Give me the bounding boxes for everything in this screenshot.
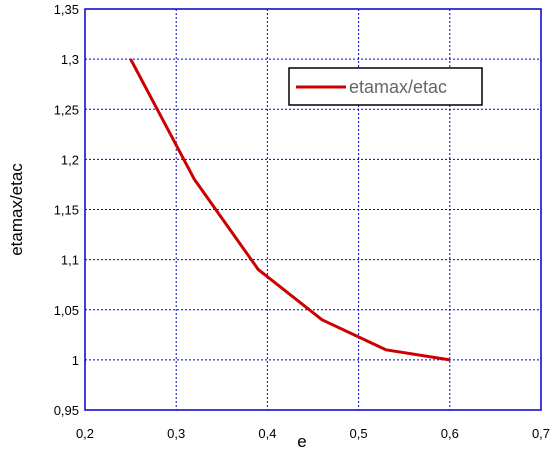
- y-axis-ticks: 0,95 1 1,05 1,1 1,15 1,2 1,25 1,3 1,35: [54, 2, 79, 418]
- x-tick-label: 0,3: [167, 426, 185, 441]
- y-tick-label: 1,2: [61, 152, 79, 167]
- y-tick-label: 1,3: [61, 52, 79, 67]
- y-tick-label: 1,35: [54, 2, 79, 17]
- series-line: [129, 58, 451, 362]
- y-tick-label: 0,95: [54, 403, 79, 418]
- x-tick-label: 0,5: [350, 426, 368, 441]
- series-layer: [129, 58, 451, 362]
- x-tick-label: 0,6: [441, 426, 459, 441]
- x-axis-ticks: 0,2 0,3 0,4 0,5 0,6 0,7: [76, 426, 550, 441]
- legend-label: etamax/etac: [349, 77, 447, 97]
- y-tick-label: 1,1: [61, 253, 79, 268]
- x-tick-label: 0,7: [532, 426, 550, 441]
- x-tick-label: 0,2: [76, 426, 94, 441]
- y-tick-label: 1,05: [54, 303, 79, 318]
- y-tick-label: 1,15: [54, 203, 79, 218]
- plot-frame: [84, 8, 542, 411]
- x-axis-label: e: [297, 432, 306, 451]
- legend: etamax/etac: [288, 67, 483, 106]
- y-tick-label: 1,25: [54, 102, 79, 117]
- grid-lines: [85, 9, 541, 410]
- y-axis-label: etamax/etac: [7, 163, 26, 256]
- x-tick-label: 0,4: [258, 426, 276, 441]
- y-tick-label: 1: [72, 353, 79, 368]
